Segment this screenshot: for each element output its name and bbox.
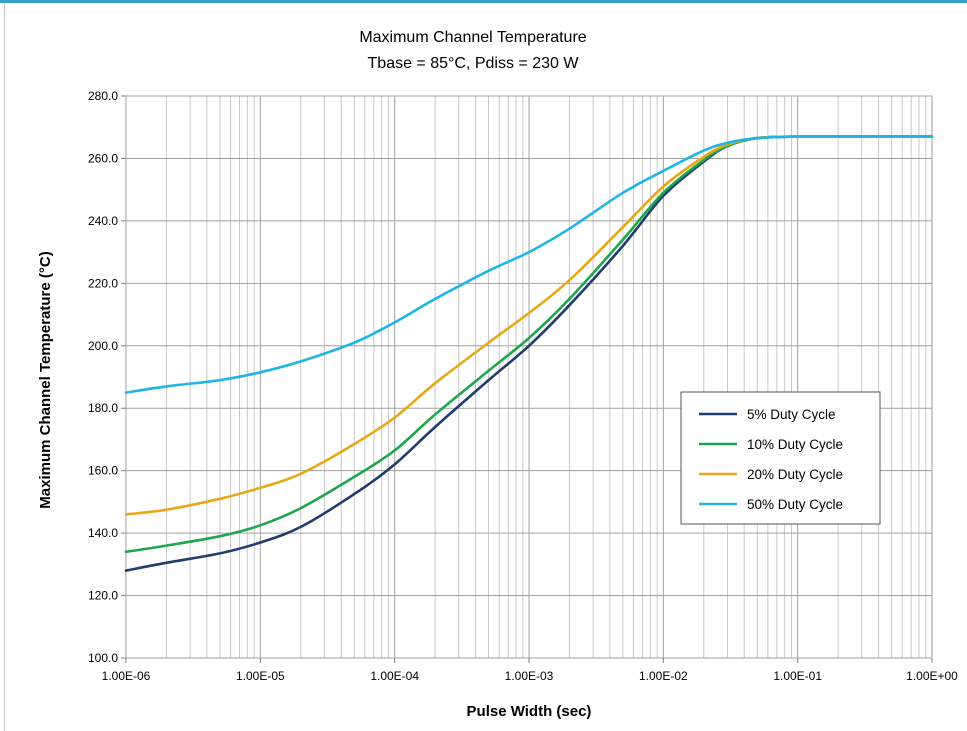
window-top-border bbox=[0, 0, 967, 3]
y-tick-label: 200.0 bbox=[88, 339, 118, 353]
window-left-border bbox=[4, 3, 5, 731]
x-axis-ticks: 1.00E-06 1.00E-05 1.00E-04 1.00E-03 1.00E-02… bbox=[102, 658, 958, 683]
x-tick-label: 1.00E-05 bbox=[236, 669, 285, 683]
y-tick-label: 260.0 bbox=[88, 151, 118, 165]
x-tick-label: 1.00E-01 bbox=[773, 669, 822, 683]
chart-title: Maximum Channel Temperature bbox=[359, 29, 586, 46]
x-axis-label: Pulse Width (sec) bbox=[467, 703, 592, 720]
y-tick-label: 160.0 bbox=[88, 464, 118, 478]
chart-subtitle: Tbase = 85°C, Pdiss = 230 W bbox=[368, 55, 580, 72]
series-line-4 bbox=[124, 135, 934, 394]
y-axis-label: Maximum Channel Temperature (°C) bbox=[37, 251, 54, 508]
y-axis-ticks: 100.0 120.0 140.0 160.0 180.0 200.0 220.0 240.0… bbox=[88, 89, 126, 665]
x-tick-label: 1.00E-06 bbox=[102, 669, 151, 683]
y-tick-label: 120.0 bbox=[88, 589, 118, 603]
x-tick-label: 1.00E-02 bbox=[639, 669, 688, 683]
y-tick-label: 280.0 bbox=[88, 89, 118, 103]
x-tick-label: 1.00E-03 bbox=[505, 669, 554, 683]
legend-label: 10% Duty Cycle bbox=[747, 437, 843, 452]
series-lines bbox=[124, 135, 934, 572]
y-tick-label: 140.0 bbox=[88, 526, 118, 540]
grid bbox=[125, 95, 933, 659]
legend-label: 20% Duty Cycle bbox=[747, 467, 843, 482]
y-tick-label: 180.0 bbox=[88, 401, 118, 415]
legend-label: 50% Duty Cycle bbox=[747, 497, 843, 512]
legend-label: 5% Duty Cycle bbox=[747, 407, 836, 422]
x-tick-label: 1.00E-04 bbox=[370, 669, 419, 683]
y-tick-label: 240.0 bbox=[88, 214, 118, 228]
y-tick-label: 100.0 bbox=[88, 651, 118, 665]
y-tick-label: 220.0 bbox=[88, 276, 118, 290]
legend: 5% Duty Cycle 10% Duty Cycle 20% Duty Cycl… bbox=[680, 391, 881, 525]
x-tick-label: 1.00E+00 bbox=[906, 669, 958, 683]
